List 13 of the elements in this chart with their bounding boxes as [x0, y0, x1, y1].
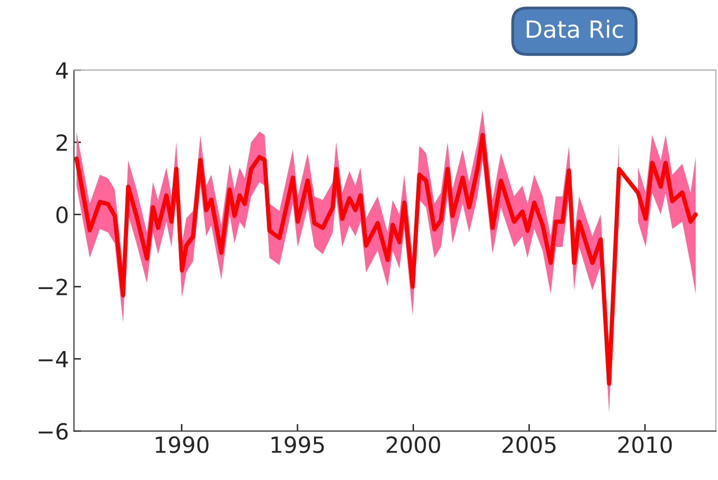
- x-tick-label: 2000: [386, 436, 440, 454]
- y-tick-label: −4: [38, 351, 68, 368]
- line-series: [74, 132, 698, 386]
- x-tick-label: 1990: [156, 436, 208, 454]
- y-tick-label: −6: [38, 422, 68, 440]
- y-tick-label: 0: [56, 206, 68, 224]
- text: Data Ric: [526, 20, 623, 38]
- y-tick-label: 4: [56, 62, 68, 79]
- x-tick-label: 2010: [618, 436, 672, 454]
- y-tick-label: 2: [56, 134, 67, 151]
- x-tick-label: 1995: [272, 436, 324, 454]
- y-tick-label: −2: [38, 278, 67, 296]
- x-tick-label: 2005: [502, 436, 556, 454]
